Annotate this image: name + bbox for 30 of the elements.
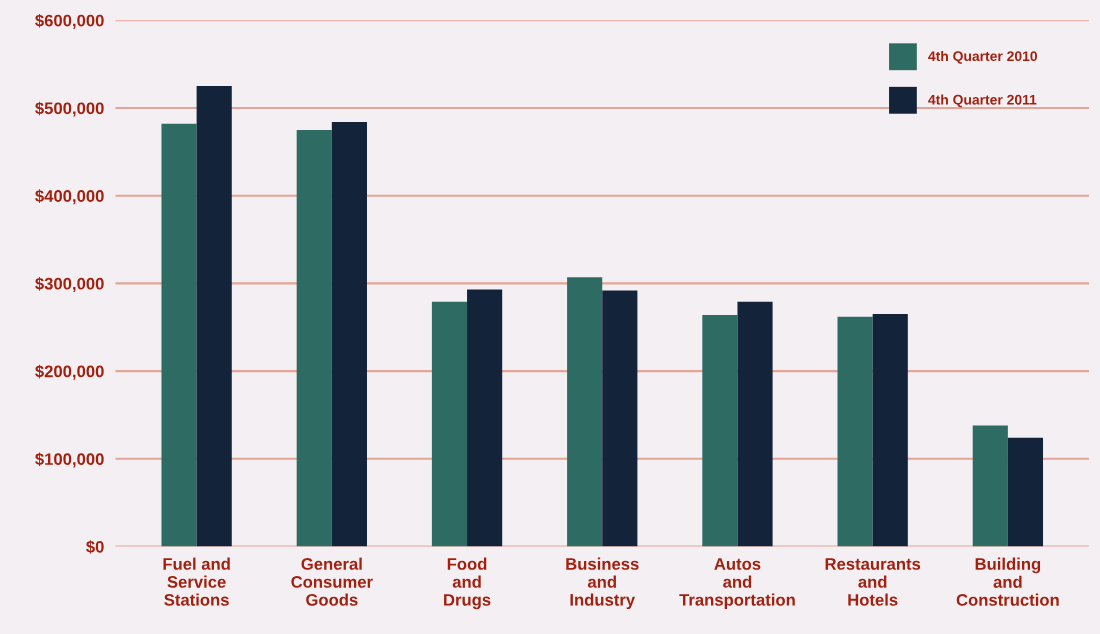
y-tick-label: $400,000 (35, 189, 104, 205)
legend-label: 4th Quarter 2011 (928, 94, 1037, 108)
x-tick-label: Autos and Transportation (679, 558, 795, 610)
bar (431, 301, 468, 547)
y-tick-label: $500,000 (35, 101, 104, 117)
y-tick-label: $600,000 (35, 13, 104, 29)
y-tick-label: $300,000 (35, 277, 104, 293)
bar (872, 314, 908, 547)
bar (567, 277, 603, 547)
x-tick-label: Fuel and Service Stations (163, 557, 230, 606)
bar (331, 122, 367, 547)
bar (296, 129, 332, 547)
bar (467, 289, 503, 547)
x-tick-label: Building and Construction (956, 557, 1059, 606)
x-tick-label: Business and Industry (566, 557, 639, 610)
y-tick-label: $100,000 (35, 452, 104, 468)
x-tick-label: Restaurants and Hotels (825, 558, 921, 606)
bar (702, 314, 738, 547)
y-tick-label: $0 (86, 540, 104, 554)
bar (161, 123, 197, 547)
bar (1007, 437, 1044, 547)
x-tick-label: Food and Drugs (444, 557, 491, 610)
bar (972, 425, 1008, 547)
bar (837, 316, 873, 547)
bar (737, 301, 773, 547)
y-tick-label: $200,000 (35, 364, 104, 380)
bar (196, 86, 232, 547)
legend-label: 4th Quarter 2010 (928, 50, 1037, 64)
x-tick-label: General Consumer Goods (291, 557, 373, 606)
bar (602, 290, 638, 547)
